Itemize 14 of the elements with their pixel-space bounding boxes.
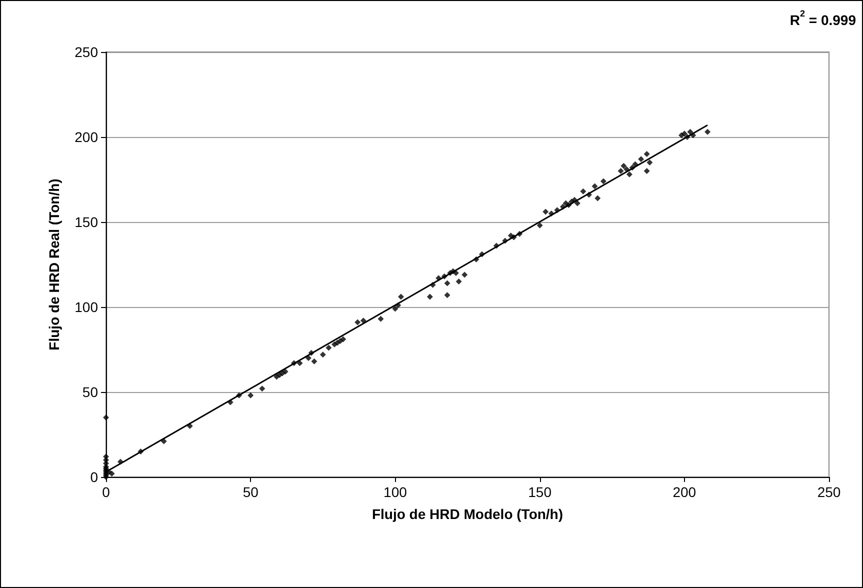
x-tick-label: 250: [817, 484, 841, 500]
x-tick-label: 150: [528, 484, 552, 500]
y-tick-label: 150: [74, 214, 98, 230]
x-axis-title: Flujo de HRD Modelo (Ton/h): [372, 506, 564, 522]
x-tick-label: 100: [384, 484, 408, 500]
y-tick-label: 200: [74, 129, 98, 145]
y-tick-label: 0: [90, 469, 98, 485]
y-tick-label: 250: [74, 44, 98, 60]
x-tick-label: 0: [102, 484, 110, 500]
y-tick-label: 50: [82, 384, 98, 400]
x-tick-label: 200: [672, 484, 696, 500]
y-tick-label: 100: [74, 299, 98, 315]
x-tick-label: 50: [242, 484, 259, 500]
y-axis-title: Flujo de HRD Real (Ton/h): [46, 178, 62, 350]
